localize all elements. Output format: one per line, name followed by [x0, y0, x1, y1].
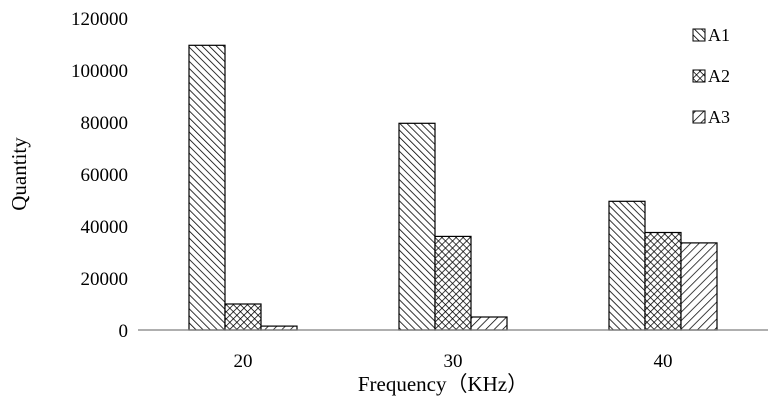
legend: A1 A2 A3	[692, 25, 730, 127]
legend-label-a3: A3	[708, 107, 730, 127]
bar-a1-30	[398, 122, 436, 331]
x-axis-ticks: 20 30 40	[234, 351, 673, 372]
x-tick-label: 30	[444, 351, 463, 372]
y-tick-label: 60000	[81, 165, 129, 186]
legend-swatch-a3	[692, 110, 706, 124]
y-tick-label: 20000	[81, 269, 129, 290]
legend-label-a1: A1	[708, 25, 730, 45]
y-tick-label: 100000	[71, 61, 128, 82]
y-tick-label: 80000	[81, 113, 129, 134]
bar-a3-30	[470, 316, 508, 331]
bar-a2-30	[434, 235, 472, 331]
bar-a2-20	[224, 303, 262, 331]
legend-swatch-a2	[692, 69, 706, 83]
bars	[188, 44, 718, 331]
bar-a2-40	[644, 231, 682, 331]
x-tick-label: 40	[654, 351, 673, 372]
legend-swatch-a1	[692, 28, 706, 42]
x-tick-label: 20	[234, 351, 253, 372]
bar-a3-40	[680, 242, 718, 331]
y-axis-ticks: 0 20000 40000 60000 80000 100000 120000	[71, 9, 128, 342]
y-tick-label: 40000	[81, 217, 129, 238]
bar-a1-40	[608, 200, 646, 331]
y-tick-label: 120000	[71, 9, 128, 30]
y-axis-title: Quantity	[7, 137, 31, 211]
x-axis-title: Frequency（KHz）	[358, 372, 528, 396]
bar-a1-20	[188, 44, 226, 331]
y-tick-label: 0	[119, 321, 129, 342]
legend-label-a2: A2	[708, 66, 730, 86]
